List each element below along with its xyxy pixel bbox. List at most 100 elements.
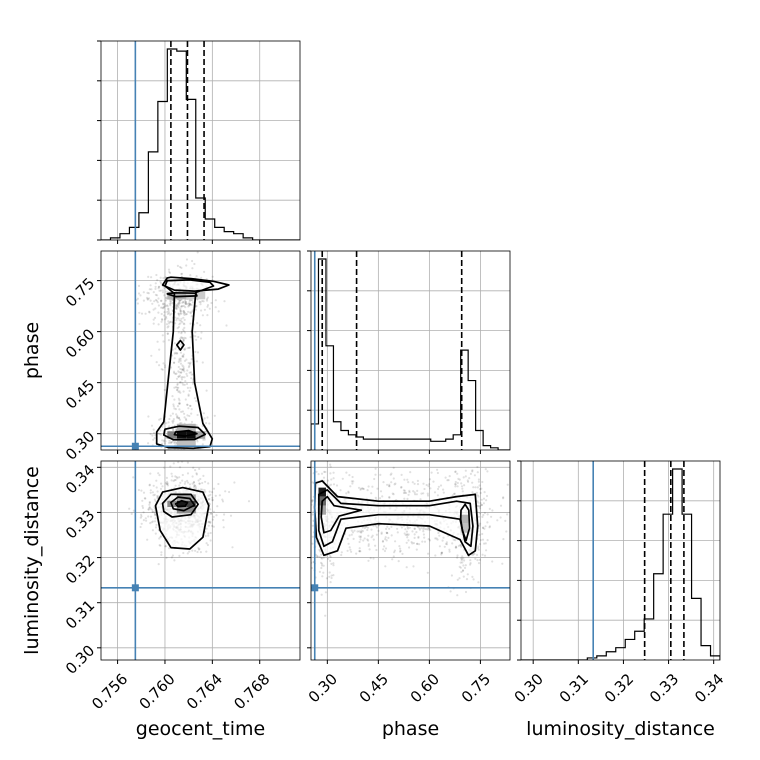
sample-point [169,465,172,468]
sample-point [195,338,198,341]
sample-point [426,571,429,574]
sample-point [198,482,201,485]
sample-point [302,522,304,524]
sample-point [165,317,168,320]
sample-point [480,503,483,507]
sample-point [198,482,201,485]
sample-point [403,478,406,481]
sample-point [420,492,423,495]
histogram-luminosity_distance [521,468,720,660]
sample-point [460,485,464,488]
xlabel-phase: phase [382,718,439,740]
sample-point [186,479,189,482]
sample-point [448,475,451,478]
sample-point [405,530,408,533]
sample-point [167,307,170,310]
sample-point [460,557,464,561]
sample-point [174,386,178,389]
sample-point [165,556,168,559]
sample-point [189,274,192,277]
sample-point [475,553,479,557]
sample-point [440,553,443,556]
sample-point [154,282,157,285]
sample-point [454,539,457,542]
sample-point [463,559,466,562]
sample-point [163,318,167,321]
sample-point [332,562,335,565]
hist2d-cell [176,423,196,432]
sample-point [181,355,184,358]
sample-point [156,340,159,343]
sample-point [166,332,169,335]
sample-point [351,475,354,479]
sample-point [182,355,185,358]
contour-1 [161,493,199,518]
sample-point [183,311,186,314]
sample-point [499,504,503,507]
sample-point [458,577,461,580]
sample-point [205,550,208,553]
sample-point [416,542,419,545]
sample-point [486,521,489,524]
sample-point [173,398,176,401]
sample-point [191,301,195,304]
sample-point [157,287,160,290]
sample-point [398,545,401,548]
sample-point [329,472,332,475]
x-tick-label: 0.60 [407,670,443,706]
panel-frame [520,460,721,661]
sample-point [160,299,163,302]
sample-point [193,484,196,487]
sample-point [161,289,164,292]
sample-point [429,487,432,490]
sample-point [367,485,370,488]
sample-point [151,491,154,494]
sample-point [328,575,331,578]
sample-point [174,478,177,482]
sample-point [404,528,407,531]
sample-point [201,481,204,485]
sample-point [182,368,185,371]
sample-point [385,539,388,542]
sample-point [293,520,295,522]
sample-point [374,524,377,527]
sample-point [448,550,451,553]
sample-point [384,547,388,550]
sample-point [425,483,428,487]
sample-point [188,302,191,305]
sample-point [360,529,363,532]
sample-point [187,310,190,313]
sample-point [174,484,177,487]
sample-point [461,569,465,572]
sample-point [359,487,362,490]
sample-point [192,485,196,489]
sample-point [182,316,185,319]
sample-point [154,500,157,503]
sample-point [166,480,169,483]
sample-point [192,466,195,469]
sample-point [166,326,169,329]
sample-point [137,292,141,295]
sample-point [356,530,359,533]
sample-point [195,275,198,278]
sample-point [460,570,463,574]
sample-point [172,403,175,406]
sample-point [140,515,143,518]
sample-point [166,305,169,308]
sample-point [405,566,408,569]
sample-point [173,559,176,562]
sample-point [191,549,194,552]
sample-point [206,314,209,317]
sample-point [201,314,204,317]
sample-point [483,542,486,545]
sample-point [385,531,388,534]
sample-point [486,513,489,516]
sample-point [411,530,414,533]
sample-point [204,430,207,433]
sample-point [407,481,410,484]
sample-point [202,474,205,477]
sample-point [212,515,215,519]
sample-point [191,382,195,385]
sample-point [382,481,385,484]
sample-point [434,537,437,540]
